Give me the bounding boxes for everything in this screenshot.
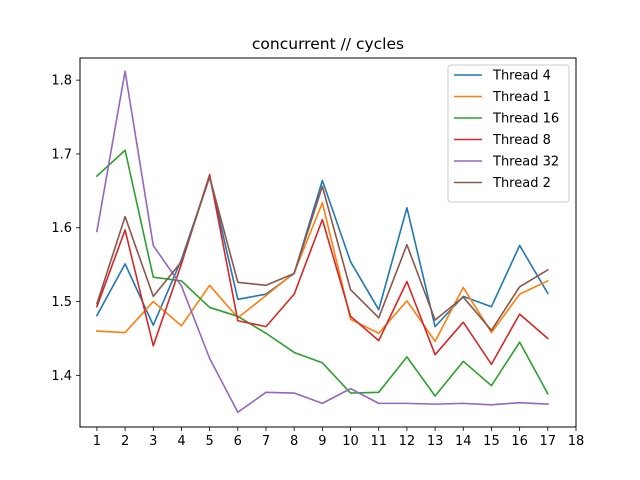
legend-label: Thread 2 (492, 176, 551, 191)
legend-label: Thread 16 (492, 112, 559, 127)
x-tick-label: 7 (262, 434, 270, 449)
x-tick-label: 17 (540, 434, 557, 449)
x-tick-label: 9 (318, 434, 326, 449)
legend-label: Thread 8 (492, 133, 551, 148)
x-tick-label: 2 (121, 434, 129, 449)
legend-label: Thread 4 (492, 69, 551, 84)
x-tick-label: 3 (149, 434, 157, 449)
x-tick-label: 4 (177, 434, 185, 449)
y-tick-label: 1.8 (51, 74, 72, 89)
y-tick-label: 1.4 (51, 369, 72, 384)
x-tick-label: 11 (370, 434, 387, 449)
y-tick-label: 1.7 (51, 147, 72, 162)
legend-box (447, 64, 570, 203)
x-tick-label: 8 (290, 434, 298, 449)
y-tick-label: 1.6 (51, 221, 72, 236)
plot-area-frame (79, 57, 577, 428)
legend: Thread 4 Thread 1 Thread 16 Thread 8 Thread … (447, 64, 570, 203)
x-tick-label: 10 (342, 434, 359, 449)
chart-title: concurrent // cycles (252, 35, 404, 53)
x-tick-label: 16 (511, 434, 528, 449)
y-tick-label: 1.5 (51, 295, 72, 310)
x-tick-label: 5 (205, 434, 213, 449)
y-axis: 1.4 1.5 1.6 1.7 1.8 (51, 74, 80, 384)
x-axis: 1 2 3 4 5 6 7 8 9 10 11 12 13 14 15 16 17 18 (93, 427, 585, 449)
x-tick-label: 12 (399, 434, 416, 449)
x-tick-label: 6 (234, 434, 242, 449)
x-tick-label: 1 (93, 434, 101, 449)
series-line-thread-1 (96, 201, 549, 343)
x-tick-label: 13 (427, 434, 444, 449)
series-line-thread-8 (95, 173, 549, 366)
series-line-thread-16 (95, 149, 549, 397)
series-line-thread-4 (95, 176, 549, 328)
x-tick-label: 14 (455, 434, 472, 449)
x-tick-label: 18 (568, 434, 585, 449)
x-tick-label: 15 (483, 434, 500, 449)
series-line-thread-2 (95, 176, 549, 332)
plot-lines (95, 70, 549, 414)
legend-label: Thread 32 (492, 155, 559, 170)
legend-label: Thread 1 (492, 90, 551, 105)
